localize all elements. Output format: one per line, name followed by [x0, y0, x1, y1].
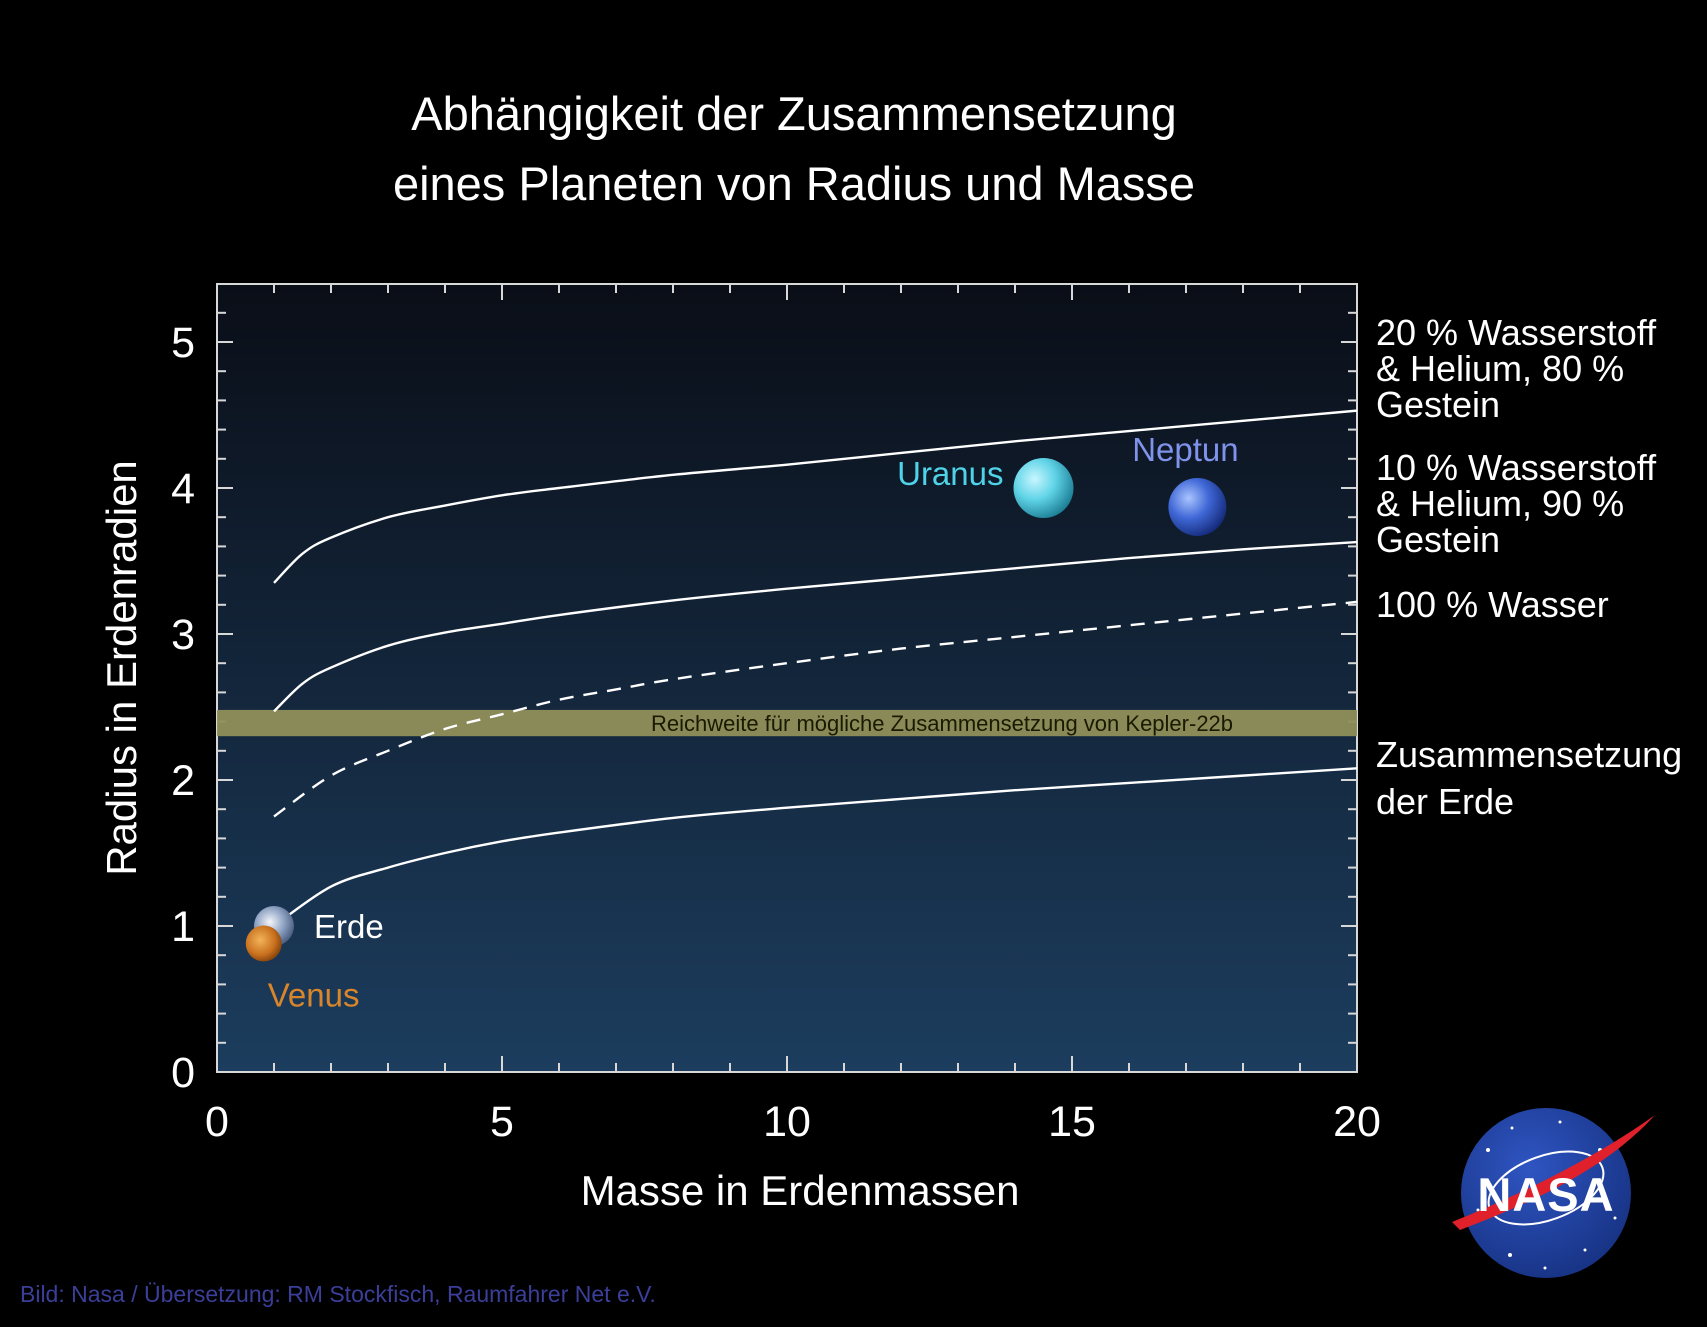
- y-tick-label: 5: [171, 319, 195, 367]
- curve-label-1: Gestein: [1376, 384, 1500, 425]
- curve-label-1: 20 % Wasserstoff: [1376, 312, 1657, 353]
- composition-curve-1: [273, 409, 1358, 584]
- y-axis-title: Radius in Erdenradien: [98, 460, 145, 876]
- planets-group: Uranus Neptun Erde Venus: [245, 431, 1239, 1014]
- y-tick-label: 3: [171, 611, 195, 659]
- nasa-logo-text: NASA: [1477, 1168, 1614, 1221]
- planet-venus: [245, 925, 282, 962]
- curve-label-4: der Erde: [1376, 781, 1514, 822]
- y-tick-label: 4: [171, 465, 195, 513]
- planet-label-uranus: Uranus: [897, 455, 1003, 492]
- image-credit: Bild: Nasa / Übersetzung: RM Stockfisch,…: [20, 1281, 656, 1307]
- plot-area: [216, 283, 1358, 1073]
- kepler-band-label: Reichweite für mögliche Zusammensetzung …: [651, 711, 1233, 736]
- curve-label-4: Zusammensetzung: [1376, 734, 1682, 775]
- curves-group: [273, 409, 1358, 927]
- composition-curve-2: [273, 540, 1358, 713]
- y-tick-label: 1: [171, 903, 195, 951]
- nasa-logo-swoosh: [1452, 1115, 1655, 1230]
- curve-label-1: & Helium, 80 %: [1376, 348, 1624, 389]
- y-tick-label: 2: [171, 757, 195, 805]
- x-tick-label: 0: [205, 1098, 229, 1146]
- planet-uranus: [1013, 458, 1074, 518]
- composition-curve-4: [273, 767, 1358, 927]
- planet-label-venus: Venus: [268, 977, 360, 1014]
- composition-curve-3: [273, 600, 1358, 818]
- x-tick-label: 20: [1333, 1098, 1381, 1146]
- curve-label-2: Gestein: [1376, 519, 1500, 560]
- tick-labels-group: 0 5 10 15 20 0 1 2 3 4 5: [171, 319, 1381, 1146]
- nasa-logo: NASA: [1452, 1108, 1655, 1278]
- x-tick-label: 5: [490, 1098, 514, 1146]
- x-tick-label: 10: [763, 1098, 811, 1146]
- planet-label-neptun: Neptun: [1132, 431, 1238, 468]
- curve-label-3: 100 % Wasser: [1376, 584, 1609, 625]
- x-tick-label: 15: [1048, 1098, 1096, 1146]
- x-axis-title: Masse in Erdenmassen: [581, 1167, 1020, 1214]
- planet-neptun: [1168, 477, 1227, 536]
- curve-label-2: & Helium, 90 %: [1376, 483, 1624, 524]
- y-tick-label: 0: [171, 1049, 195, 1097]
- nasa-logo-stars: [1476, 1120, 1617, 1270]
- axis-ticks: [216, 284, 1358, 1073]
- planet-label-erde: Erde: [314, 908, 384, 945]
- kepler-band-group: Reichweite für mögliche Zusammensetzung …: [217, 709, 1357, 737]
- curve-labels-group: 20 % Wasserstoff& Helium, 80 %Gestein10 …: [1376, 312, 1682, 822]
- kepler-band: [217, 709, 1357, 737]
- chart-title-line2: eines Planeten von Radius und Masse: [393, 157, 1195, 210]
- chart-title-line1: Abhängigkeit der Zusammensetzung: [411, 87, 1177, 140]
- curve-label-2: 10 % Wasserstoff: [1376, 447, 1657, 488]
